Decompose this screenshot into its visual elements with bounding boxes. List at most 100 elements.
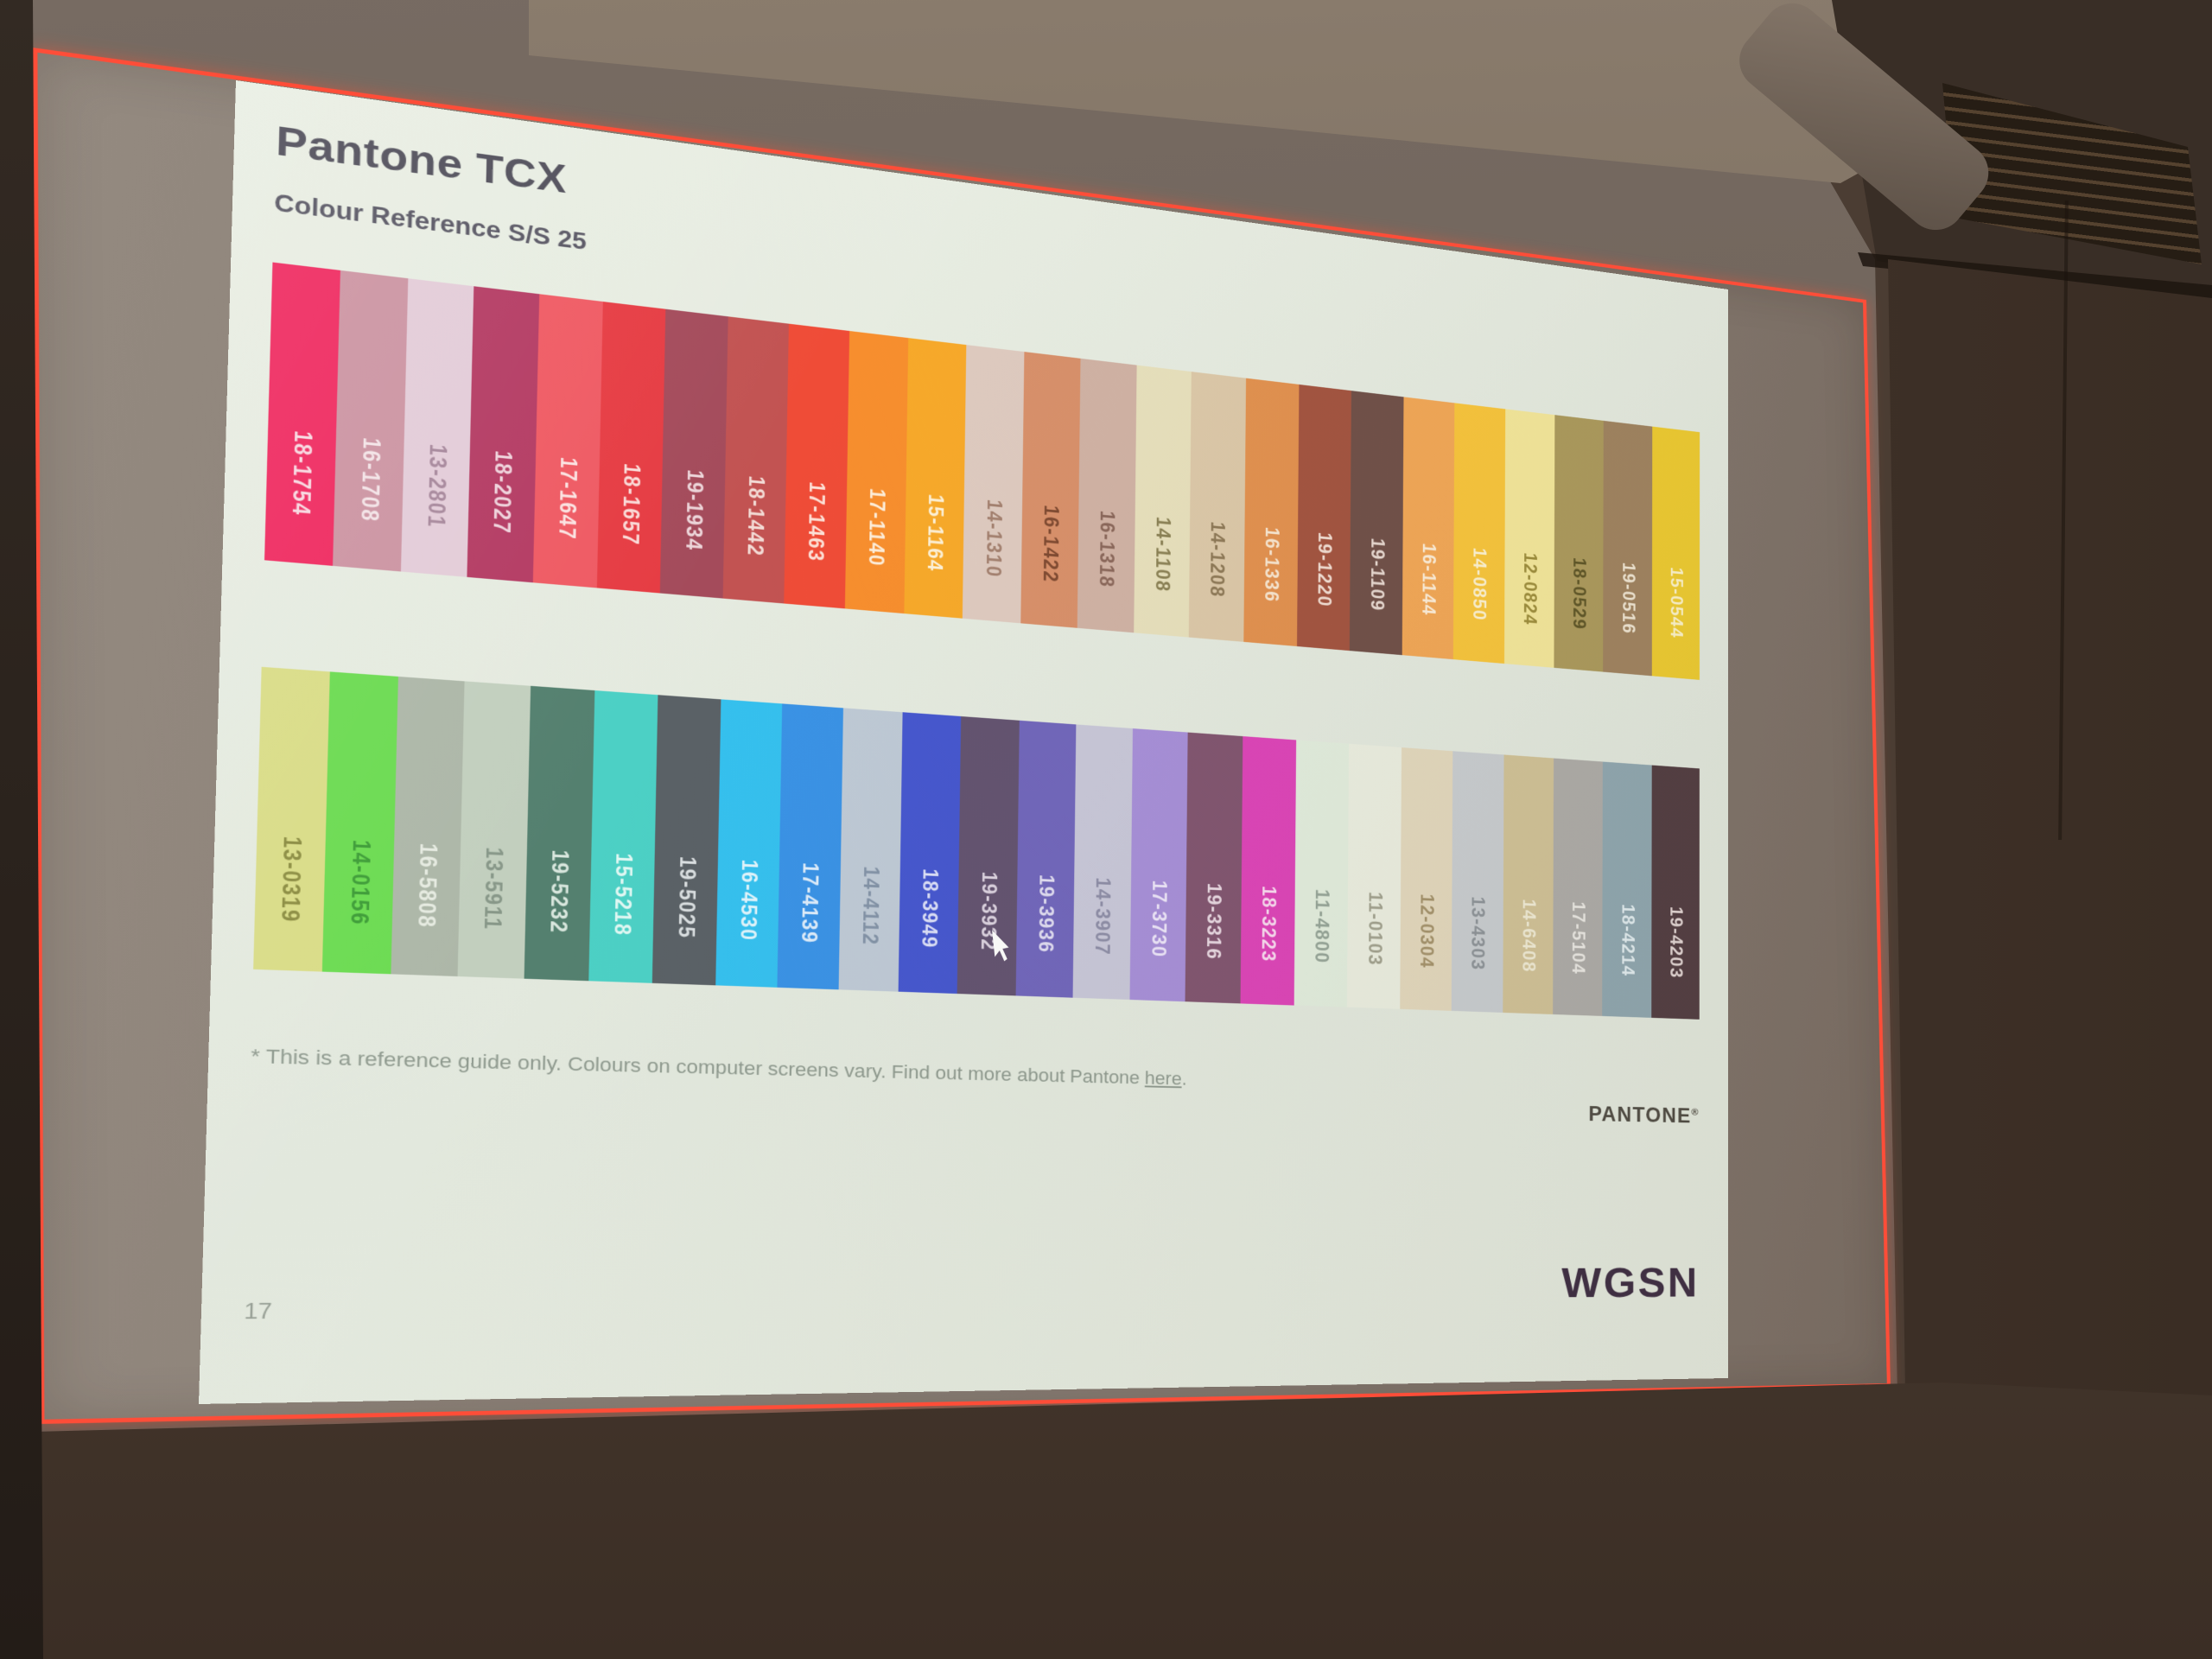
swatch-code: 18-0529 (1569, 556, 1589, 631)
swatch-16-1708: 16-1708 (333, 270, 409, 572)
swatch-code: 15-0544 (1667, 566, 1686, 639)
footnote-period: . (1181, 1068, 1187, 1090)
swatch-code: 16-5808 (412, 842, 442, 929)
swatch-15-0544: 15-0544 (1651, 426, 1700, 680)
swatch-19-5025: 19-5025 (652, 695, 721, 986)
swatch-code: 16-1708 (355, 435, 385, 524)
swatch-code: 17-1140 (863, 486, 889, 568)
swatch-13-0319: 13-0319 (253, 666, 331, 972)
swatch-14-0850: 14-0850 (1452, 403, 1505, 664)
swatch-code: 18-2027 (488, 449, 517, 536)
swatch-code: 14-4112 (857, 865, 883, 946)
swatch-code: 17-1647 (553, 455, 582, 541)
swatch-code: 14-6408 (1518, 898, 1539, 974)
swatch-code: 17-3730 (1147, 880, 1171, 958)
pantone-logo: PANTONE® (1588, 1103, 1699, 1128)
swatch-code: 17-5104 (1568, 900, 1588, 976)
swatch-12-0824: 12-0824 (1503, 409, 1555, 668)
swatch-18-1754: 18-1754 (264, 262, 341, 566)
swatch-code: 19-5025 (673, 855, 700, 939)
swatch-19-5232: 19-5232 (524, 685, 595, 982)
swatch-15-5218: 15-5218 (588, 690, 658, 983)
swatch-code: 16-1144 (1418, 542, 1440, 617)
swatch-code: 11-0103 (1363, 891, 1385, 967)
swatch-13-5911: 13-5911 (457, 681, 531, 979)
swatch-16-1318: 16-1318 (1077, 358, 1137, 633)
swatch-code: 13-2801 (423, 442, 451, 530)
swatch-code: 19-5232 (544, 849, 573, 934)
footnote-link[interactable]: here (1144, 1067, 1182, 1090)
page-number: 17 (243, 1299, 273, 1325)
swatch-11-0103: 11-0103 (1347, 743, 1402, 1009)
swatch-18-4214: 18-4214 (1602, 761, 1652, 1018)
swatch-code: 16-4530 (735, 859, 762, 942)
swatch-code: 16-1318 (1095, 509, 1119, 589)
swatch-12-0304: 12-0304 (1399, 747, 1453, 1011)
swatch-code: 14-1108 (1151, 515, 1174, 594)
wgsn-logo: WGSN (1561, 1259, 1700, 1306)
registered-mark-icon: ® (1691, 1105, 1700, 1118)
swatch-17-1463: 17-1463 (784, 323, 849, 609)
swatch-code: 18-4214 (1618, 903, 1637, 977)
swatch-14-3907: 14-3907 (1072, 724, 1133, 1000)
swatch-18-0529: 18-0529 (1554, 415, 1605, 672)
swatch-code: 19-4203 (1666, 906, 1686, 980)
swatch-17-3730: 17-3730 (1129, 728, 1188, 1002)
swatch-code: 18-3949 (917, 868, 942, 950)
swatch-code: 18-3223 (1257, 885, 1280, 963)
swatch-19-3316: 19-3316 (1185, 732, 1243, 1004)
swatch-code: 17-4139 (797, 861, 823, 944)
swatch-code: 16-1336 (1260, 525, 1282, 604)
swatch-code: 19-0516 (1618, 561, 1638, 635)
swatch-code: 13-4303 (1467, 895, 1489, 971)
swatch-13-4303: 13-4303 (1451, 751, 1504, 1013)
swatch-18-1442: 18-1442 (722, 316, 790, 604)
swatch-11-4800: 11-4800 (1294, 740, 1350, 1007)
swatch-19-0516: 19-0516 (1603, 420, 1653, 677)
swatch-16-5808: 16-5808 (391, 676, 465, 977)
swatch-code: 19-1109 (1366, 537, 1388, 613)
swatch-code: 14-0850 (1469, 546, 1490, 622)
swatch-code: 14-0156 (345, 839, 374, 926)
swatch-code: 12-0824 (1519, 551, 1540, 626)
swatch-17-1647: 17-1647 (532, 294, 603, 588)
swatch-16-1336: 16-1336 (1243, 378, 1300, 647)
swatch-code: 15-1164 (923, 493, 948, 574)
swatch-17-4139: 17-4139 (777, 703, 843, 990)
swatch-code: 19-1220 (1313, 531, 1336, 608)
swatch-19-1934: 19-1934 (660, 308, 728, 599)
swatch-19-3936: 19-3936 (1015, 720, 1077, 998)
slide-subtitle: Colour Reference S/S 25 (273, 188, 588, 255)
swatch-15-1164: 15-1164 (904, 338, 967, 619)
swatch-14-0156: 14-0156 (322, 671, 398, 975)
swatch-14-1208: 14-1208 (1188, 372, 1246, 642)
swatch-code: 14-3907 (1090, 876, 1115, 957)
swatch-code: 11-4800 (1311, 888, 1333, 964)
swatch-code: 13-5911 (480, 846, 508, 931)
swatch-code: 14-1310 (981, 498, 1006, 579)
swatch-18-3949: 18-3949 (898, 712, 962, 995)
swatch-14-4112: 14-4112 (838, 708, 903, 992)
swatch-13-2801: 13-2801 (400, 278, 474, 577)
swatch-14-1108: 14-1108 (1133, 365, 1192, 638)
swatch-code: 17-1463 (804, 480, 830, 563)
swatch-code: 19-3316 (1202, 882, 1225, 961)
swatch-code: 13-0319 (276, 836, 306, 924)
swatch-code: 18-1657 (617, 462, 645, 547)
swatch-16-4530: 16-4530 (715, 699, 783, 988)
slide-title: Pantone TCX (275, 117, 568, 202)
swatch-code: 12-0304 (1416, 893, 1437, 969)
swatch-code: 18-1754 (287, 429, 317, 518)
swatch-14-6408: 14-6408 (1502, 754, 1554, 1014)
swatch-17-5104: 17-5104 (1553, 758, 1604, 1016)
swatch-19-3932: 19-3932 (957, 716, 1020, 996)
swatch-code: 15-5218 (609, 852, 637, 937)
swatch-row-cool: 13-0319 14-0156 16-5808 13-5911 19-5232 15-52… (253, 666, 1700, 1020)
swatch-18-1657: 18-1657 (596, 302, 666, 594)
swatch-code: 19-3936 (1033, 874, 1058, 954)
swatch-row-warm: 18-1754 16-1708 13-2801 18-2027 17-1647 18-16… (264, 262, 1700, 680)
swatch-code: 19-1934 (680, 468, 707, 552)
swatch-code: 18-1442 (742, 474, 769, 558)
